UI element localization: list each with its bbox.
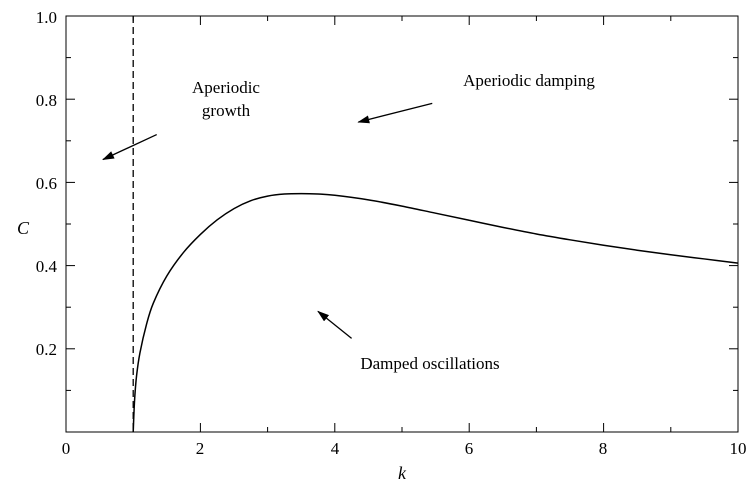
annotation-arrow <box>317 310 353 339</box>
annotation-arrow <box>357 102 433 124</box>
y-tick-label: 0.4 <box>36 257 58 276</box>
annotation-label: Aperiodic damping <box>463 71 595 90</box>
x-axis-title: k <box>398 463 407 483</box>
y-tick-label: 1.0 <box>36 8 57 27</box>
y-tick-label: 0.2 <box>36 340 57 359</box>
y-axis-title: C <box>17 218 30 238</box>
x-tick-label: 4 <box>331 439 340 458</box>
x-tick-label: 2 <box>196 439 205 458</box>
series-line <box>132 192 739 433</box>
annotation-label: Aperiodic <box>192 78 260 97</box>
x-tick-label: 10 <box>730 439 747 458</box>
y-tick-label: 0.6 <box>36 174 57 193</box>
x-tick-label: 6 <box>465 439 474 458</box>
x-tick-label: 0 <box>62 439 71 458</box>
annotation-arrow <box>102 133 157 161</box>
annotation-label: Damped oscillations <box>360 354 499 373</box>
y-tick-label: 0.8 <box>36 91 57 110</box>
x-tick-label: 8 <box>599 439 608 458</box>
annotation-label: growth <box>202 101 251 120</box>
